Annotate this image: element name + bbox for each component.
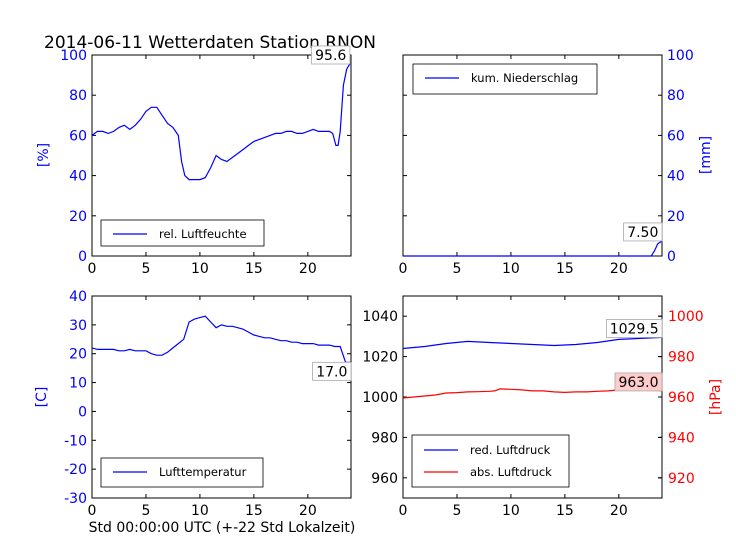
y-tick-label: 980 — [371, 430, 398, 446]
chart-pressure: 0 5 10 15 20 960 980 1000 1020 1040 920 940 960 980 10… — [362, 295, 724, 519]
y-tick-label: 20 — [69, 209, 87, 225]
y2-tick-label: 960 — [668, 390, 695, 406]
x-tick-label: 5 — [141, 503, 150, 519]
x-tick-label: 5 — [452, 261, 461, 277]
figure-title: 2014-06-11 Wetterdaten Station RNON — [44, 33, 376, 53]
y-tick-label: 1040 — [362, 309, 398, 325]
annotation-label: 963.0 — [618, 375, 658, 391]
annotation-box — [606, 319, 663, 338]
chart-temperature: 0 5 10 15 20 -30 -20 -10 0 10 20 30 40 [C] 17.0 Lufttem… — [34, 289, 352, 519]
annotation-label: 1029.5 — [610, 321, 659, 337]
y-axis-label: [mm] — [698, 136, 714, 174]
x-tick-label: 5 — [141, 261, 150, 277]
legend-box — [412, 63, 598, 95]
annotation-box — [311, 45, 351, 65]
series-line-red-luftdruck — [402, 336, 663, 350]
series-line-kum-niederschlag — [403, 240, 663, 257]
x-tick-label: 0 — [399, 503, 408, 519]
chart-precipitation: 0 5 10 15 20 0 20 40 60 80 100 [mm] 7.50 kum. Nieders… — [399, 48, 714, 277]
y-tick-label: 960 — [371, 471, 398, 487]
x-tick-label: 10 — [191, 503, 209, 519]
y-tick-label: 1000 — [362, 390, 398, 406]
y2-tick-label: 980 — [668, 350, 695, 366]
y-tick-label: -20 — [64, 462, 87, 478]
x-tick-label: 15 — [556, 261, 574, 277]
annotation-box — [623, 222, 663, 242]
x-tick-label: 20 — [299, 503, 317, 519]
annotation-label: 7.50 — [627, 225, 658, 241]
x-tick-label: 15 — [245, 503, 263, 519]
y-axis-label: [%] — [36, 143, 52, 167]
annotation-label: 95.6 — [315, 48, 346, 64]
plot-frame — [91, 54, 352, 257]
x-tick-label: 5 — [452, 503, 461, 519]
x-axis-label: Std 00:00:00 UTC (+-22 Std Lokalzeit) — [89, 520, 356, 536]
annotation-box — [312, 361, 352, 381]
y-tick-label: 20 — [69, 347, 87, 363]
y-tick-label: 0 — [667, 249, 676, 265]
x-tick-label: 0 — [88, 261, 97, 277]
y-tick-label: 80 — [69, 88, 87, 104]
x-tick-label: 0 — [399, 261, 408, 277]
series-line-rel-luftfeuchte — [91, 63, 351, 181]
x-tick-label: 15 — [556, 503, 574, 519]
y-tick-label: 60 — [667, 128, 685, 144]
y2-tick-label: 920 — [668, 471, 695, 487]
chart-humidity: 0 5 10 15 20 0 20 40 60 80 100 [%] 95.6 rel. Luftfeuc… — [36, 45, 352, 277]
y-tick-label: 0 — [78, 404, 87, 420]
legend-box — [411, 434, 570, 488]
y-tick-label: 100 — [667, 48, 694, 64]
y-tick-label: -10 — [64, 433, 87, 449]
x-tick-label: 20 — [610, 261, 628, 277]
y-axis-label: [hPa] — [708, 379, 724, 415]
y-tick-label: 10 — [69, 376, 87, 392]
y-tick-label: 60 — [69, 128, 87, 144]
legend-label: kum. Niederschlag — [471, 71, 578, 85]
x-tick-label: 20 — [299, 261, 317, 277]
legend-box — [100, 219, 265, 247]
y-tick-label: 40 — [667, 169, 685, 185]
plot-frame — [91, 295, 352, 499]
x-tick-label: 10 — [502, 503, 520, 519]
annotation-label: 17.0 — [316, 364, 347, 380]
legend-label: Lufttemperatur — [159, 465, 247, 479]
x-tick-label: 10 — [191, 261, 209, 277]
y-tick-label: -30 — [64, 491, 87, 507]
series-line-lufttemperatur — [91, 315, 351, 363]
legend-label: red. Luftdruck — [470, 443, 551, 457]
legend-label: rel. Luftfeuchte — [159, 227, 247, 241]
y-tick-label: 100 — [60, 48, 87, 64]
y2-tick-label: 940 — [668, 430, 695, 446]
y2-tick-label: 1000 — [668, 309, 704, 325]
y-tick-label: 20 — [667, 209, 685, 225]
x-tick-label: 10 — [502, 261, 520, 277]
x-tick-label: 15 — [245, 261, 263, 277]
y-tick-label: 1020 — [362, 350, 398, 366]
y-axis-label: [C] — [34, 387, 50, 408]
x-tick-label: 20 — [610, 503, 628, 519]
y-tick-label: 40 — [69, 169, 87, 185]
y-tick-label: 40 — [69, 289, 87, 305]
y-tick-label: 30 — [69, 318, 87, 334]
y-tick-label: 0 — [78, 249, 87, 265]
x-tick-label: 0 — [88, 503, 97, 519]
legend-label: abs. Luftdruck — [470, 465, 552, 479]
y-tick-label: 80 — [667, 88, 685, 104]
annotation-box — [614, 372, 663, 392]
